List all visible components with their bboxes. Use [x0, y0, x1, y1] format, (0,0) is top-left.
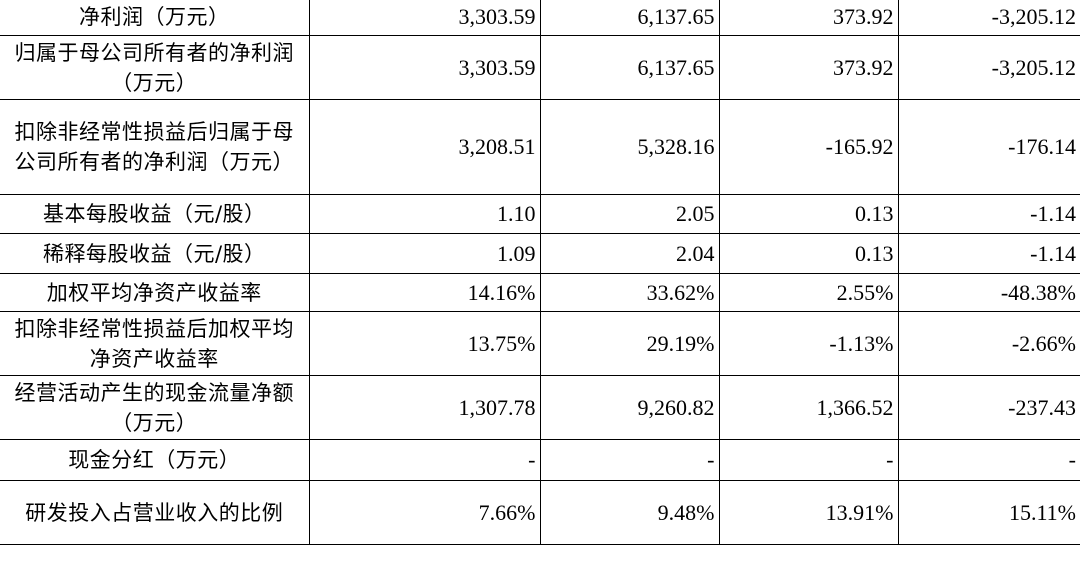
table-cell: 3,303.59	[308, 35, 541, 100]
table-row: 净利润（万元） 3,303.59 6,137.65 373.92 -3,205.…	[0, 0, 1080, 36]
table-cell: 373.92	[718, 35, 899, 100]
table-cell: 2.55%	[718, 273, 899, 312]
table-row: 归属于母公司所有者的净利润（万元） 3,303.59 6,137.65 373.…	[0, 35, 1080, 100]
table-row: 研发投入占营业收入的比例 7.66% 9.48% 13.91% 15.11%	[0, 480, 1080, 545]
table-cell: -3,205.12	[897, 0, 1080, 36]
table-cell: 2.05	[539, 194, 720, 234]
row-label: 扣除非经常性损益后加权平均净资产收益率	[0, 311, 310, 376]
table-row: 加权平均净资产收益率 14.16% 33.62% 2.55% -48.38%	[0, 273, 1080, 312]
table-cell: 9,260.82	[539, 375, 720, 440]
row-label: 扣除非经常性损益后归属于母公司所有者的净利润（万元）	[0, 99, 310, 195]
table-cell: 2.04	[539, 233, 720, 274]
table-cell: -3,205.12	[897, 35, 1080, 100]
table-row: 稀释每股收益（元/股） 1.09 2.04 0.13 -1.14	[0, 233, 1080, 274]
table-cell: 6,137.65	[539, 0, 720, 36]
table-cell: 1,307.78	[308, 375, 541, 440]
row-label: 研发投入占营业收入的比例	[0, 480, 310, 545]
table-cell: -1.14	[897, 194, 1080, 234]
table-cell: -	[897, 439, 1080, 481]
table-cell: 9.48%	[539, 480, 720, 545]
row-label: 稀释每股收益（元/股）	[0, 233, 310, 274]
table-cell: -176.14	[897, 99, 1080, 195]
table-cell: -2.66%	[897, 311, 1080, 376]
table-cell: 13.91%	[718, 480, 899, 545]
table-cell: 7.66%	[308, 480, 541, 545]
row-label: 经营活动产生的现金流量净额（万元）	[0, 375, 310, 440]
table-cell: 1.10	[308, 194, 541, 234]
table-cell: -	[308, 439, 541, 481]
row-label: 归属于母公司所有者的净利润（万元）	[0, 35, 310, 100]
table-cell: 3,303.59	[308, 0, 541, 36]
table-cell: -	[539, 439, 720, 481]
table-cell: 1.09	[308, 233, 541, 274]
table-cell: 33.62%	[539, 273, 720, 312]
table-cell: 29.19%	[539, 311, 720, 376]
table-cell: -1.13%	[718, 311, 899, 376]
row-label: 净利润（万元）	[0, 0, 310, 36]
table-row: 基本每股收益（元/股） 1.10 2.05 0.13 -1.14	[0, 194, 1080, 234]
financial-indicators-table: 净利润（万元） 3,303.59 6,137.65 373.92 -3,205.…	[0, 0, 1080, 545]
row-label: 基本每股收益（元/股）	[0, 194, 310, 234]
table-cell: 13.75%	[308, 311, 541, 376]
table-row: 现金分红（万元） - - - -	[0, 439, 1080, 481]
table-row: 经营活动产生的现金流量净额（万元） 1,307.78 9,260.82 1,36…	[0, 375, 1080, 440]
row-label: 现金分红（万元）	[0, 439, 310, 481]
table-cell: 1,366.52	[718, 375, 899, 440]
table-cell: 14.16%	[308, 273, 541, 312]
table-cell: -165.92	[718, 99, 899, 195]
table-row: 扣除非经常性损益后归属于母公司所有者的净利润（万元） 3,208.51 5,32…	[0, 99, 1080, 195]
table-row: 扣除非经常性损益后加权平均净资产收益率 13.75% 29.19% -1.13%…	[0, 311, 1080, 376]
row-label: 加权平均净资产收益率	[0, 273, 310, 312]
table-cell: 15.11%	[897, 480, 1080, 545]
table-cell: 3,208.51	[308, 99, 541, 195]
table-cell: 373.92	[718, 0, 899, 36]
table-cell: -	[718, 439, 899, 481]
table-cell: 0.13	[718, 233, 899, 274]
table-cell: -48.38%	[897, 273, 1080, 312]
table-cell: 0.13	[718, 194, 899, 234]
table-cell: 5,328.16	[539, 99, 720, 195]
table-cell: -1.14	[897, 233, 1080, 274]
table-cell: -237.43	[897, 375, 1080, 440]
table-cell: 6,137.65	[539, 35, 720, 100]
